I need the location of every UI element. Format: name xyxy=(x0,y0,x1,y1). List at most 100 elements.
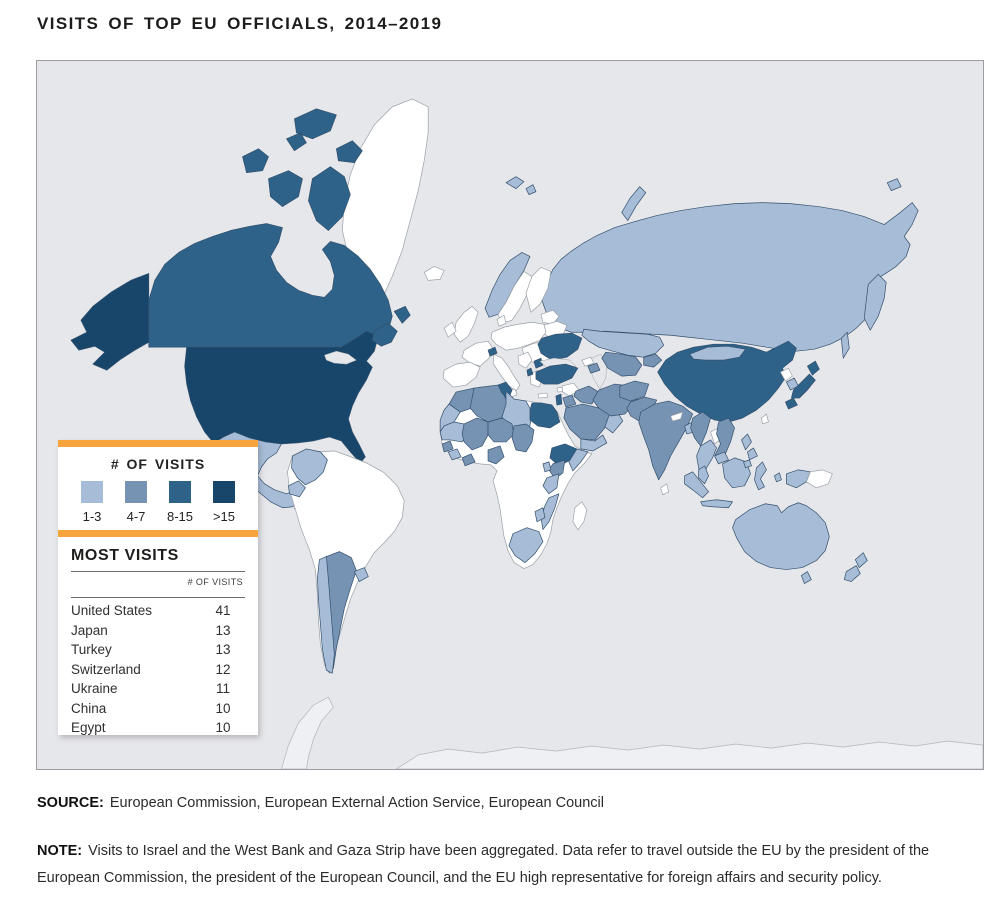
region-crete xyxy=(537,392,549,399)
region-west_new_guinea xyxy=(786,469,811,489)
table-row: Ukraine 11 xyxy=(71,679,245,699)
region-uk xyxy=(453,305,479,343)
page-title: VISITS OF TOP EU OFFICIALS, 2014–2019 xyxy=(37,14,443,33)
country-name: Switzerland xyxy=(71,661,141,677)
map-legend: # OF VISITS 1-3 4-7 8-15 >15 xyxy=(58,440,258,530)
region-mozambique xyxy=(540,493,560,531)
region-israel xyxy=(555,393,563,406)
region-kamchatka xyxy=(863,274,887,331)
divider xyxy=(71,597,245,598)
region-tanzania xyxy=(542,473,560,495)
table-row: Turkey 13 xyxy=(71,640,245,660)
region-denmark xyxy=(496,314,507,327)
region-egypt xyxy=(529,402,561,429)
region-afghanistan xyxy=(619,380,650,402)
region-ecuador xyxy=(288,480,306,498)
country-name: Ukraine xyxy=(71,681,118,696)
region-india xyxy=(638,400,693,481)
region-mongolia xyxy=(689,345,746,361)
region-antarctica_main xyxy=(395,740,983,769)
source-label: SOURCE: xyxy=(37,795,104,811)
source-text: European Commission, European External A… xyxy=(109,795,604,811)
country-name: Japan xyxy=(71,622,108,638)
region-nepal xyxy=(670,411,683,422)
region-great_lakes xyxy=(324,350,357,365)
region-russia xyxy=(541,202,919,352)
region-malay_peninsula xyxy=(698,465,709,485)
region-philippines xyxy=(741,433,758,469)
country-name: China xyxy=(71,700,107,716)
note-label: NOTE: xyxy=(37,843,83,859)
table-row: Japan 13 xyxy=(71,621,245,641)
legend-swatches: 1-3 4-7 8-15 >15 xyxy=(58,472,258,524)
region-niger xyxy=(487,417,515,443)
visit-count: 13 xyxy=(215,622,231,638)
source-line: SOURCE: European Commission, European Ext… xyxy=(37,795,604,811)
region-ireland xyxy=(443,321,457,338)
legend-item: >15 xyxy=(206,481,242,524)
region-iraq xyxy=(573,385,600,405)
region-italy xyxy=(492,353,521,392)
region-central_europe xyxy=(490,321,547,351)
legend-item: 4-7 xyxy=(118,481,154,524)
world-map-svg xyxy=(70,98,983,769)
region-ukraine xyxy=(537,332,583,361)
legend-label: 8-15 xyxy=(166,509,194,524)
region-serbia xyxy=(533,357,544,369)
most-visits-rows: United States 41 Japan 13 Turkey 13 Swit… xyxy=(71,601,245,738)
region-guinea xyxy=(447,448,462,461)
region-azerbaijan xyxy=(587,362,601,374)
region-uruguay xyxy=(353,567,369,582)
region-taiwan xyxy=(761,413,769,425)
region-chad xyxy=(511,423,535,453)
region-myanmar xyxy=(690,411,711,447)
region-usa xyxy=(184,330,379,464)
region-syria xyxy=(561,382,580,397)
region-baltics xyxy=(540,309,560,325)
region-zimbabwe xyxy=(534,507,546,523)
region-chile xyxy=(317,556,335,674)
region-ivory_coast xyxy=(461,453,476,467)
region-sumatra xyxy=(684,471,709,499)
region-somalia xyxy=(568,448,589,472)
visit-count: 13 xyxy=(215,642,231,657)
visit-count: 10 xyxy=(215,700,231,716)
region-finland xyxy=(525,267,552,313)
region-novaya_zemlya xyxy=(621,186,647,221)
region-moluccas xyxy=(774,472,782,483)
region-france xyxy=(461,340,495,367)
note-text: Visits to Israel and the West Bank and G… xyxy=(37,843,930,886)
region-madagascar xyxy=(572,501,588,531)
legend-label: 1-3 xyxy=(82,509,102,524)
region-south_africa xyxy=(508,527,544,563)
region-jordan xyxy=(562,394,577,408)
legend-swatch-gt15 xyxy=(213,481,235,503)
legend-item: 1-3 xyxy=(74,481,110,524)
note-block: NOTE: Visits to Israel and the West Bank… xyxy=(37,838,982,892)
country-name: United States xyxy=(71,603,153,618)
region-iceland xyxy=(423,266,445,281)
region-kyrgyzstan_tajikistan xyxy=(643,353,663,368)
region-canada_maritime xyxy=(371,322,398,347)
visit-count: 12 xyxy=(215,661,231,677)
visit-count: 41 xyxy=(215,603,231,618)
region-antarctica_peninsula xyxy=(281,696,334,769)
region-west_balkans xyxy=(517,351,533,369)
most-visits-title: MOST VISITS xyxy=(71,547,179,564)
region-sri_lanka xyxy=(660,483,670,496)
region-kazakhstan xyxy=(581,328,665,358)
region-sakhalin xyxy=(840,331,850,359)
region-switzerland xyxy=(487,346,498,357)
legend-item: 8-15 xyxy=(162,481,198,524)
legend-swatch-8-15 xyxy=(169,481,191,503)
visit-count: 10 xyxy=(215,720,231,735)
region-papua_new_guinea xyxy=(806,469,833,489)
region-borneo xyxy=(722,457,751,489)
table-row: United States 41 xyxy=(71,601,245,621)
table-row: Egypt 10 xyxy=(71,718,245,738)
legend-label: >15 xyxy=(212,509,236,524)
divider xyxy=(71,571,245,572)
visits-column-header: # OF VISITS xyxy=(187,577,243,587)
region-norway xyxy=(484,252,531,318)
